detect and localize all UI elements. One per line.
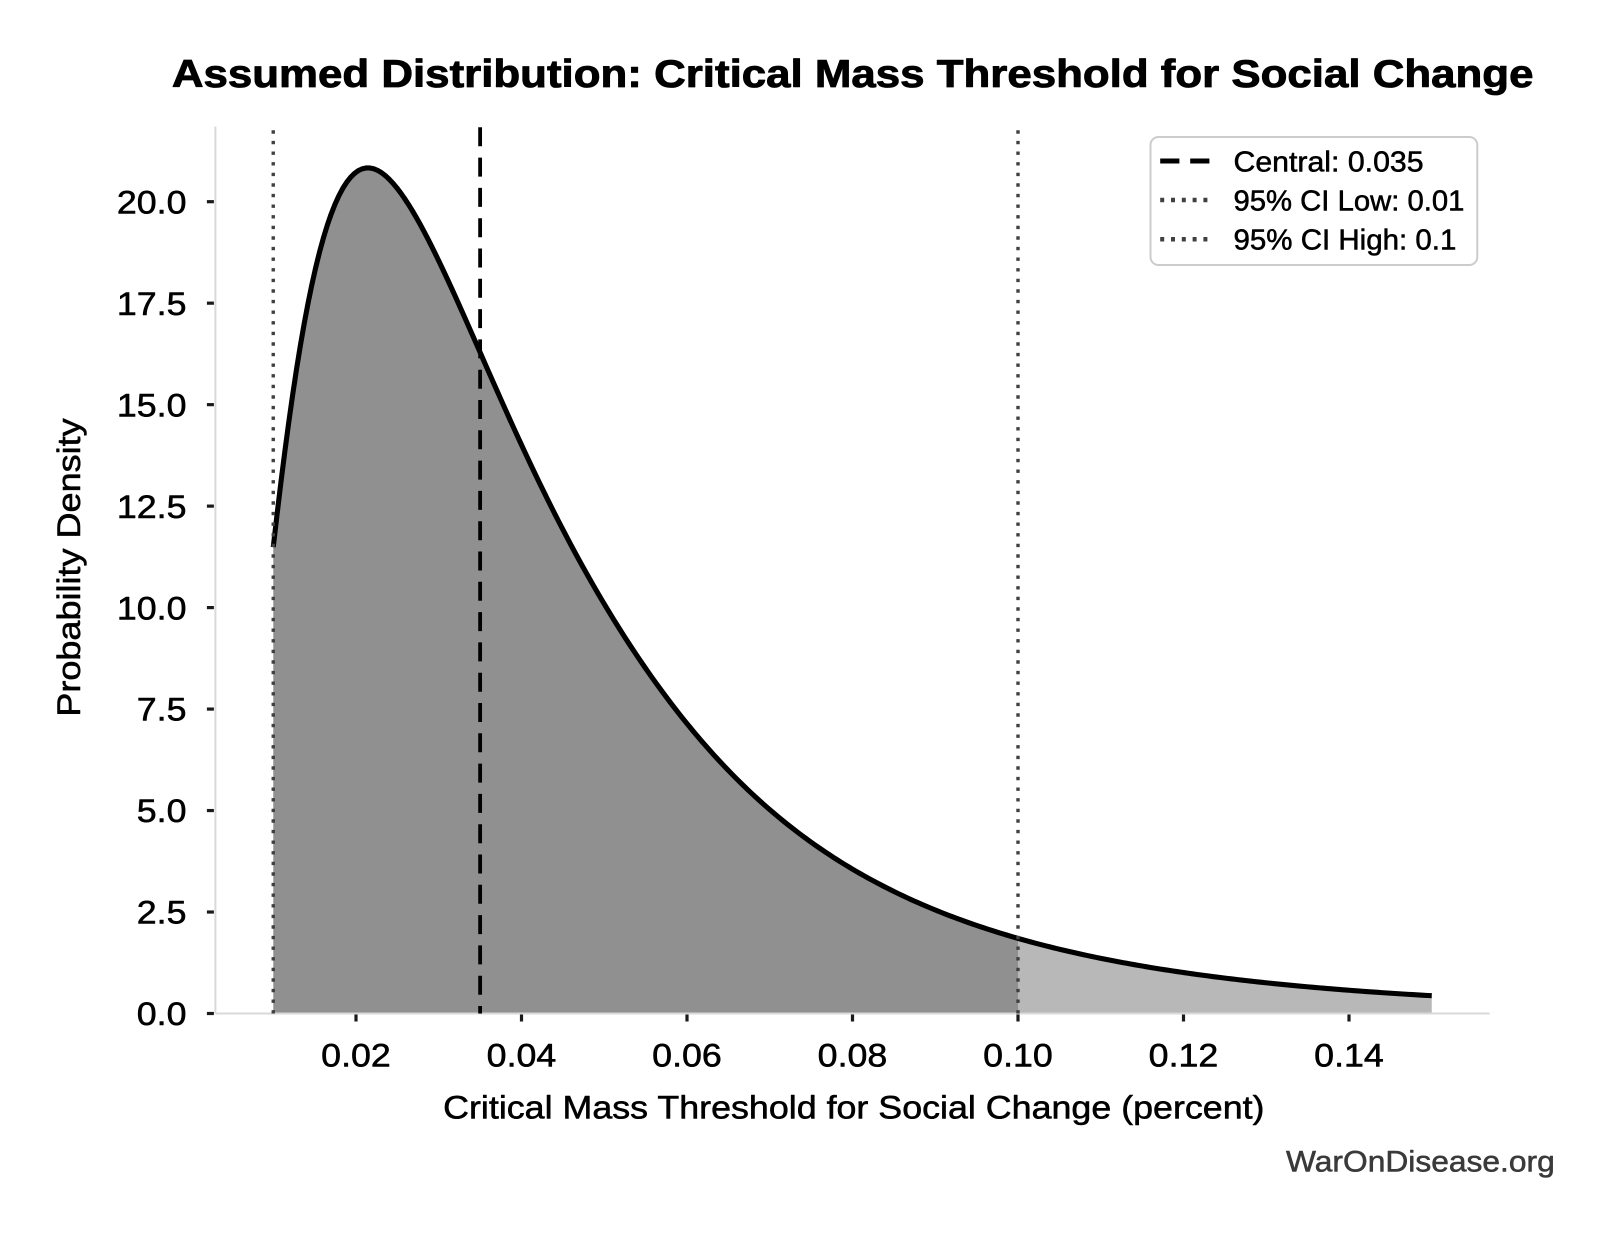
svg-text:0.14: 0.14	[1314, 1038, 1384, 1074]
svg-text:95% CI High: 0.1: 95% CI High: 0.1	[1234, 225, 1457, 257]
svg-text:0.12: 0.12	[1149, 1038, 1219, 1074]
svg-text:2.5: 2.5	[137, 895, 187, 931]
svg-text:0.06: 0.06	[652, 1038, 722, 1074]
svg-text:12.5: 12.5	[117, 489, 187, 525]
svg-text:10.0: 10.0	[117, 591, 187, 627]
svg-text:0.02: 0.02	[321, 1038, 391, 1074]
svg-text:0.08: 0.08	[818, 1038, 888, 1074]
svg-text:Probability Density: Probability Density	[52, 417, 88, 716]
svg-text:WarOnDisease.org: WarOnDisease.org	[1286, 1144, 1555, 1178]
svg-text:17.5: 17.5	[117, 287, 187, 323]
svg-text:7.5: 7.5	[137, 692, 187, 728]
svg-text:Critical Mass Threshold for So: Critical Mass Threshold for Social Chang…	[443, 1090, 1264, 1126]
svg-text:Central: 0.035: Central: 0.035	[1234, 146, 1424, 178]
svg-text:20.0: 20.0	[117, 185, 187, 221]
svg-text:95% CI Low: 0.01: 95% CI Low: 0.01	[1234, 185, 1465, 217]
svg-text:15.0: 15.0	[117, 388, 187, 424]
svg-text:0.10: 0.10	[983, 1038, 1053, 1074]
svg-text:5.0: 5.0	[137, 794, 187, 830]
svg-text:Assumed Distribution: Critical: Assumed Distribution: Critical Mass Thre…	[172, 53, 1534, 96]
svg-text:0.0: 0.0	[137, 997, 187, 1033]
svg-text:0.04: 0.04	[487, 1038, 557, 1074]
